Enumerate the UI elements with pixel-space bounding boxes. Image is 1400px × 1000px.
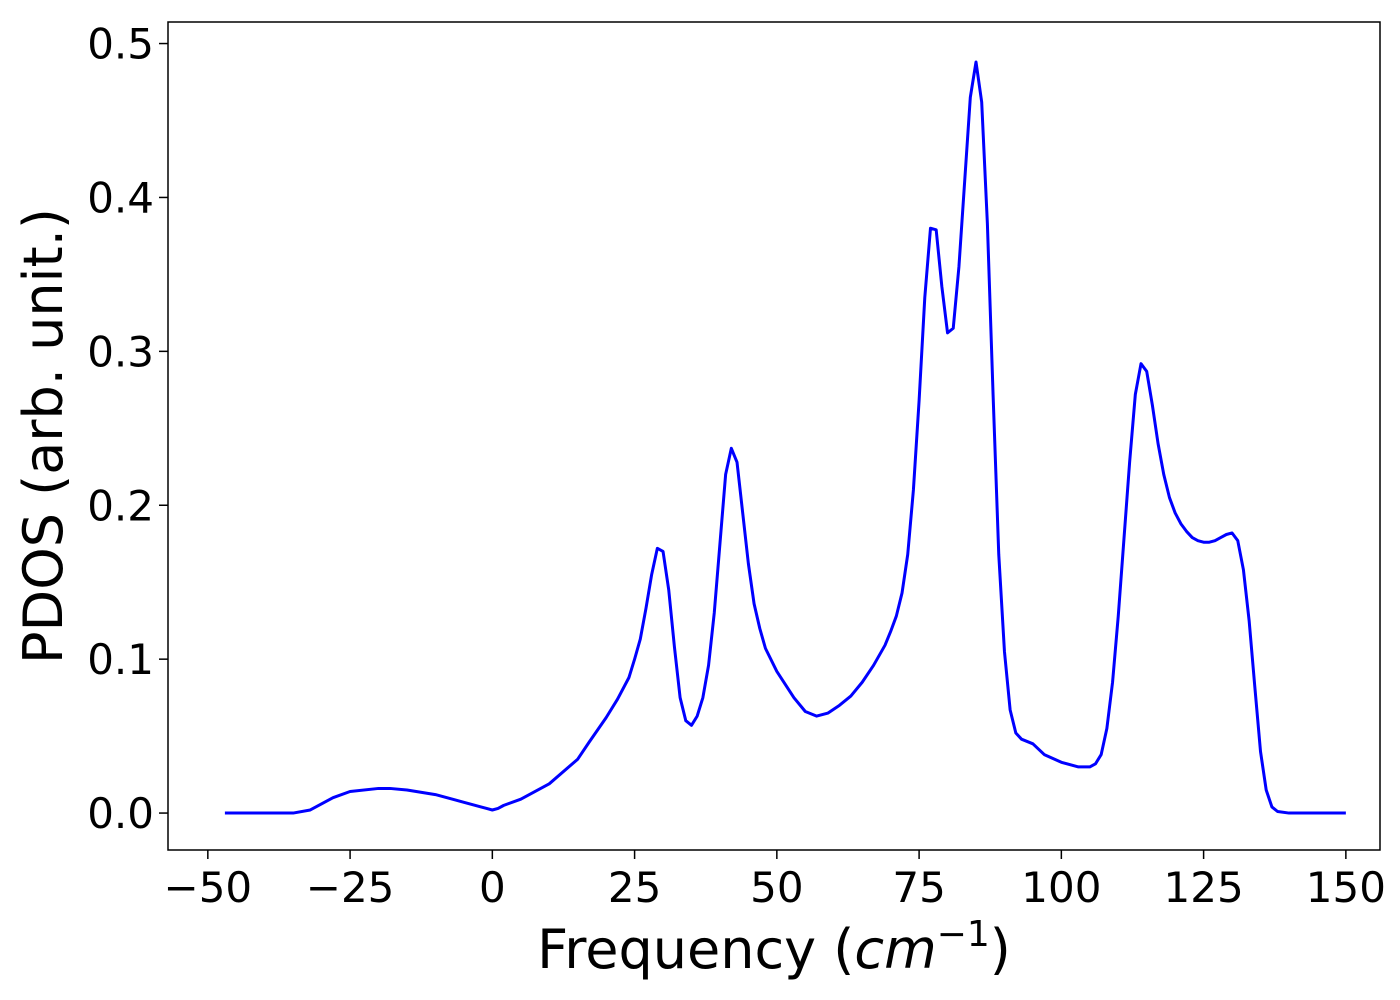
x-tick-label: 100 bbox=[1021, 863, 1101, 912]
x-axis-label: Frequency (cm−1) bbox=[537, 914, 1011, 981]
x-tick-label: −25 bbox=[306, 863, 395, 912]
y-axis-ticks: 0.0 0.1 0.2 0.3 0.4 0.5 bbox=[87, 20, 168, 838]
x-tick-label: 25 bbox=[608, 863, 661, 912]
x-axis-label-text: Frequency bbox=[537, 918, 833, 981]
y-tick-label: 0.1 bbox=[87, 635, 154, 684]
x-axis-label-exponent: −1 bbox=[937, 914, 990, 955]
y-axis-label: PDOS (arb. unit.) bbox=[12, 208, 75, 664]
plot-frame bbox=[167, 21, 1381, 851]
y-tick-label: 0.0 bbox=[87, 789, 154, 838]
x-tick-label: 125 bbox=[1164, 863, 1244, 912]
y-tick-label: 0.4 bbox=[87, 173, 154, 222]
x-tick-label: 75 bbox=[892, 863, 945, 912]
y-tick-label: 0.3 bbox=[87, 327, 154, 376]
x-axis-label-paren-open: ( bbox=[833, 918, 854, 981]
x-tick-label: −50 bbox=[164, 863, 253, 912]
x-axis-label-paren-close: ) bbox=[990, 918, 1011, 981]
x-tick-label: 150 bbox=[1306, 863, 1386, 912]
y-tick-label: 0.5 bbox=[87, 20, 154, 69]
series-line-0 bbox=[224, 60, 1346, 815]
x-axis-label-unit: cm bbox=[854, 918, 936, 981]
x-tick-label: 0 bbox=[479, 863, 506, 912]
x-tick-label: 50 bbox=[750, 863, 803, 912]
y-tick-label: 0.2 bbox=[87, 481, 154, 530]
plot-area bbox=[224, 60, 1346, 815]
x-axis-ticks: −50 −25 0 25 50 75 100 125 150 bbox=[164, 850, 1386, 912]
